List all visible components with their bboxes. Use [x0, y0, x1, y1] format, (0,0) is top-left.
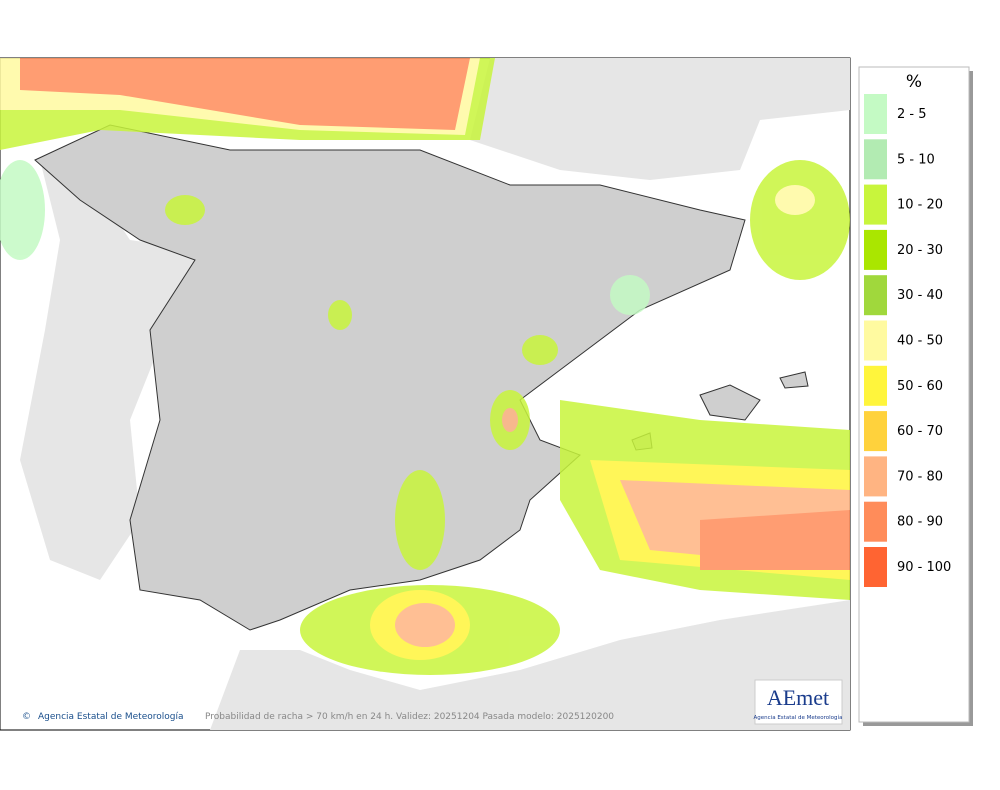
legend: % 2 - 5 5 - 10 10 - 20 20 - 30 30 - 40 40 - 5… — [858, 66, 973, 726]
legend-label: 50 - 60 — [897, 379, 943, 394]
legend-swatch — [864, 365, 887, 406]
logo: AEmet — [767, 685, 829, 710]
legend-swatch — [864, 139, 887, 180]
france — [0, 58, 850, 180]
legend-swatch — [864, 275, 887, 316]
caption: Probabilidad de racha > 70 km/h en 24 h.… — [205, 712, 614, 722]
credit-icon: © — [22, 712, 31, 722]
logo-box — [754, 679, 843, 725]
legend-label: 2 - 5 — [897, 107, 927, 122]
credit: Agencia Estatal de Meteorología — [38, 712, 184, 722]
legend-label: 30 - 40 — [897, 288, 943, 303]
legend-swatch — [864, 547, 887, 587]
legend-label: 20 - 30 — [897, 243, 943, 258]
mallorca — [699, 384, 761, 421]
legend-label: 60 - 70 — [897, 424, 943, 439]
probability-field — [0, 58, 850, 675]
legend-title: % — [906, 72, 922, 92]
legend-label: 5 - 10 — [897, 152, 935, 167]
menorca — [779, 371, 809, 389]
legend-swatch — [864, 229, 887, 270]
portugal — [20, 160, 200, 580]
legend-swatch — [864, 94, 887, 134]
legend-swatch — [864, 456, 887, 497]
africa — [210, 600, 850, 730]
legend-label: 10 - 20 — [897, 198, 943, 213]
legend-label: 80 - 90 — [897, 515, 943, 530]
legend-label: 90 - 100 — [897, 560, 951, 575]
legend-swatch — [864, 320, 887, 361]
logo-subtitle: Agencia Estatal de Meteorología — [754, 714, 843, 721]
legend-swatch — [864, 411, 887, 452]
legend-label: 70 - 80 — [897, 469, 943, 484]
legend-label: 40 - 50 — [897, 334, 943, 349]
map: © Agencia Estatal de Meteorología Probab… — [0, 57, 851, 731]
legend-swatch — [864, 184, 887, 225]
legend-swatch — [864, 501, 887, 542]
spain — [34, 124, 746, 631]
